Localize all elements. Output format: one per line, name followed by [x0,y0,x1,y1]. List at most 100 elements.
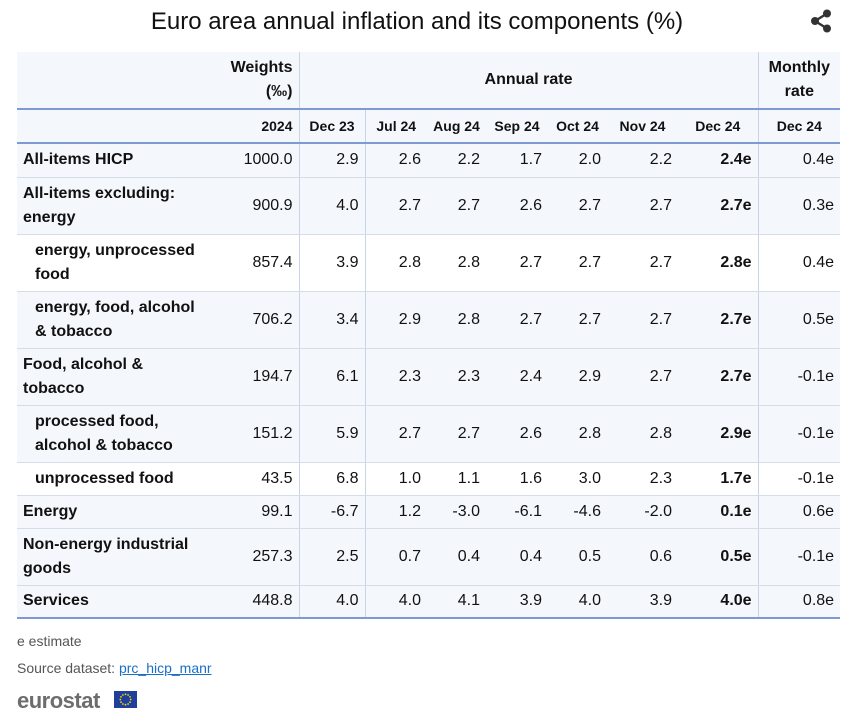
row-label: All-items excluding: energy [17,177,205,235]
row-label: processed food, alcohol & tobacco [17,405,205,463]
value-cell: 2.0 [548,143,607,178]
value-cell: 2.7 [548,177,607,235]
latest-value-cell: 2.7e [678,348,759,406]
value-cell: 2.8 [364,234,427,292]
latest-value-cell: 0.5e [678,528,759,586]
latest-value-cell: 0.1e [678,495,759,529]
value-cell: 2.7 [607,234,678,292]
table-row: energy, unprocessed food 857.4 3.9 2.8 2.8 2.… [17,234,841,292]
value-cell: 0.3e [757,177,841,235]
value-cell: 2.6 [486,405,548,463]
value-cell: -4.6 [548,495,607,529]
row-label: unprocessed food [17,462,205,496]
flag-star [127,694,129,696]
table-row: energy, food, alcohol & tobacco 706.2 3.4 2… [17,291,841,349]
value-cell: 0.4 [486,528,548,586]
value-cell: 2.7 [427,405,486,463]
value-cell: 0.4 [427,528,486,586]
latest-value-cell: 4.0e [678,585,759,619]
value-cell: 2.7 [548,234,607,292]
flag-star [129,701,131,703]
value-cell: 1000.0 [205,143,299,178]
value-cell: 1.0 [364,462,427,496]
header-row-periods: 2024 Dec 23 Jul 24 Aug 24 Sep 24 Oct 24 … [17,108,841,144]
value-cell: 1.1 [427,462,486,496]
value-cell: 2.2 [427,143,486,178]
weights-unit: (‰) [265,83,293,100]
estimate-note: e estimate [17,633,82,649]
value-cell: 2.7 [486,291,548,349]
value-cell: 0.6e [757,495,841,529]
share-icon[interactable] [808,8,834,34]
monthly-rate-header: Monthly rate [757,52,841,109]
value-cell: 2.5 [298,528,365,586]
value-cell: 3.4 [298,291,365,349]
row-label: Food, alcohol & tobacco [17,348,205,406]
table-row: All-items excluding: energy 900.9 4.0 2.7 2.… [17,177,841,235]
column-header: Dec 23 [298,108,365,144]
column-header: Sep 24 [486,108,548,144]
value-cell: 2.3 [364,348,427,406]
value-cell: -0.1e [757,528,841,586]
row-label: All-items HICP [17,143,205,178]
value-cell: -6.1 [486,495,548,529]
inflation-table: Weights (‰) Annual rate Monthly rate 202… [17,52,841,619]
value-cell: 43.5 [205,462,299,496]
chart-title: Euro area annual inflation and its compo… [150,8,684,35]
flag-star [129,698,132,701]
table-row: Energy 99.1 -6.7 1.2 -3.0 -6.1 -4.6 -2.0 0.1e 0.6… [17,495,841,529]
column-header: Dec 24 [678,108,759,144]
table-row: processed food, alcohol & tobacco 151.2 5.… [17,405,841,463]
weights-title: Weights [230,59,293,76]
value-cell: 2.6 [486,177,548,235]
flag-star [122,694,124,696]
value-cell: 2.7 [364,177,427,235]
source-dataset-link[interactable]: prc_hicp_manr [118,660,212,676]
column-header: Jul 24 [364,108,427,144]
row-label: Non-energy industrial goods [17,528,205,586]
latest-value-cell: 2.4e [678,143,759,178]
value-cell: 2.9 [298,143,365,178]
flag-star [127,703,129,705]
value-cell: 0.4e [757,143,841,178]
flag-star [124,693,127,696]
latest-value-cell: 2.7e [678,291,759,349]
value-cell: 4.0 [298,177,365,235]
value-cell: 2.7 [607,291,678,349]
column-header: Dec 24 [757,108,841,144]
value-cell: 3.0 [548,462,607,496]
value-cell: -0.1e [757,348,841,406]
value-cell: 2.7 [486,234,548,292]
value-cell: 2.3 [427,348,486,406]
value-cell: 0.6 [607,528,678,586]
row-label: Energy [17,495,205,529]
value-cell: 0.5e [757,291,841,349]
value-cell: 4.1 [427,585,486,619]
flag-star [129,696,131,698]
table-row: Services 448.8 4.0 4.0 4.1 3.9 4.0 3.9 4.0e 0.8e [17,585,841,619]
value-cell: 706.2 [205,291,299,349]
value-cell: 2.9 [548,348,607,406]
table-row: Food, alcohol & tobacco 194.7 6.1 2.3 2.3 2.4… [17,348,841,406]
monthly-title: Monthly [768,59,830,76]
value-cell: 2.8 [427,234,486,292]
value-cell: -6.7 [298,495,365,529]
value-cell: 2.7 [427,177,486,235]
value-cell: -3.0 [427,495,486,529]
value-cell: 5.9 [298,405,365,463]
value-cell: 1.2 [364,495,427,529]
value-cell: 6.8 [298,462,365,496]
column-header: Nov 24 [607,108,678,144]
column-header: 2024 [205,108,299,144]
value-cell: 0.8e [757,585,841,619]
value-cell: 2.4 [486,348,548,406]
value-cell: 2.7 [548,291,607,349]
value-cell: 2.7 [607,177,678,235]
value-cell: 857.4 [205,234,299,292]
value-cell: 3.9 [298,234,365,292]
row-label: Services [17,585,205,619]
table-row: unprocessed food 43.5 6.8 1.0 1.1 1.6 3.0 2.3 1.… [17,462,841,496]
latest-value-cell: 2.7e [678,177,759,235]
value-cell: -0.1e [757,462,841,496]
monthly-title-2: rate [784,83,814,100]
